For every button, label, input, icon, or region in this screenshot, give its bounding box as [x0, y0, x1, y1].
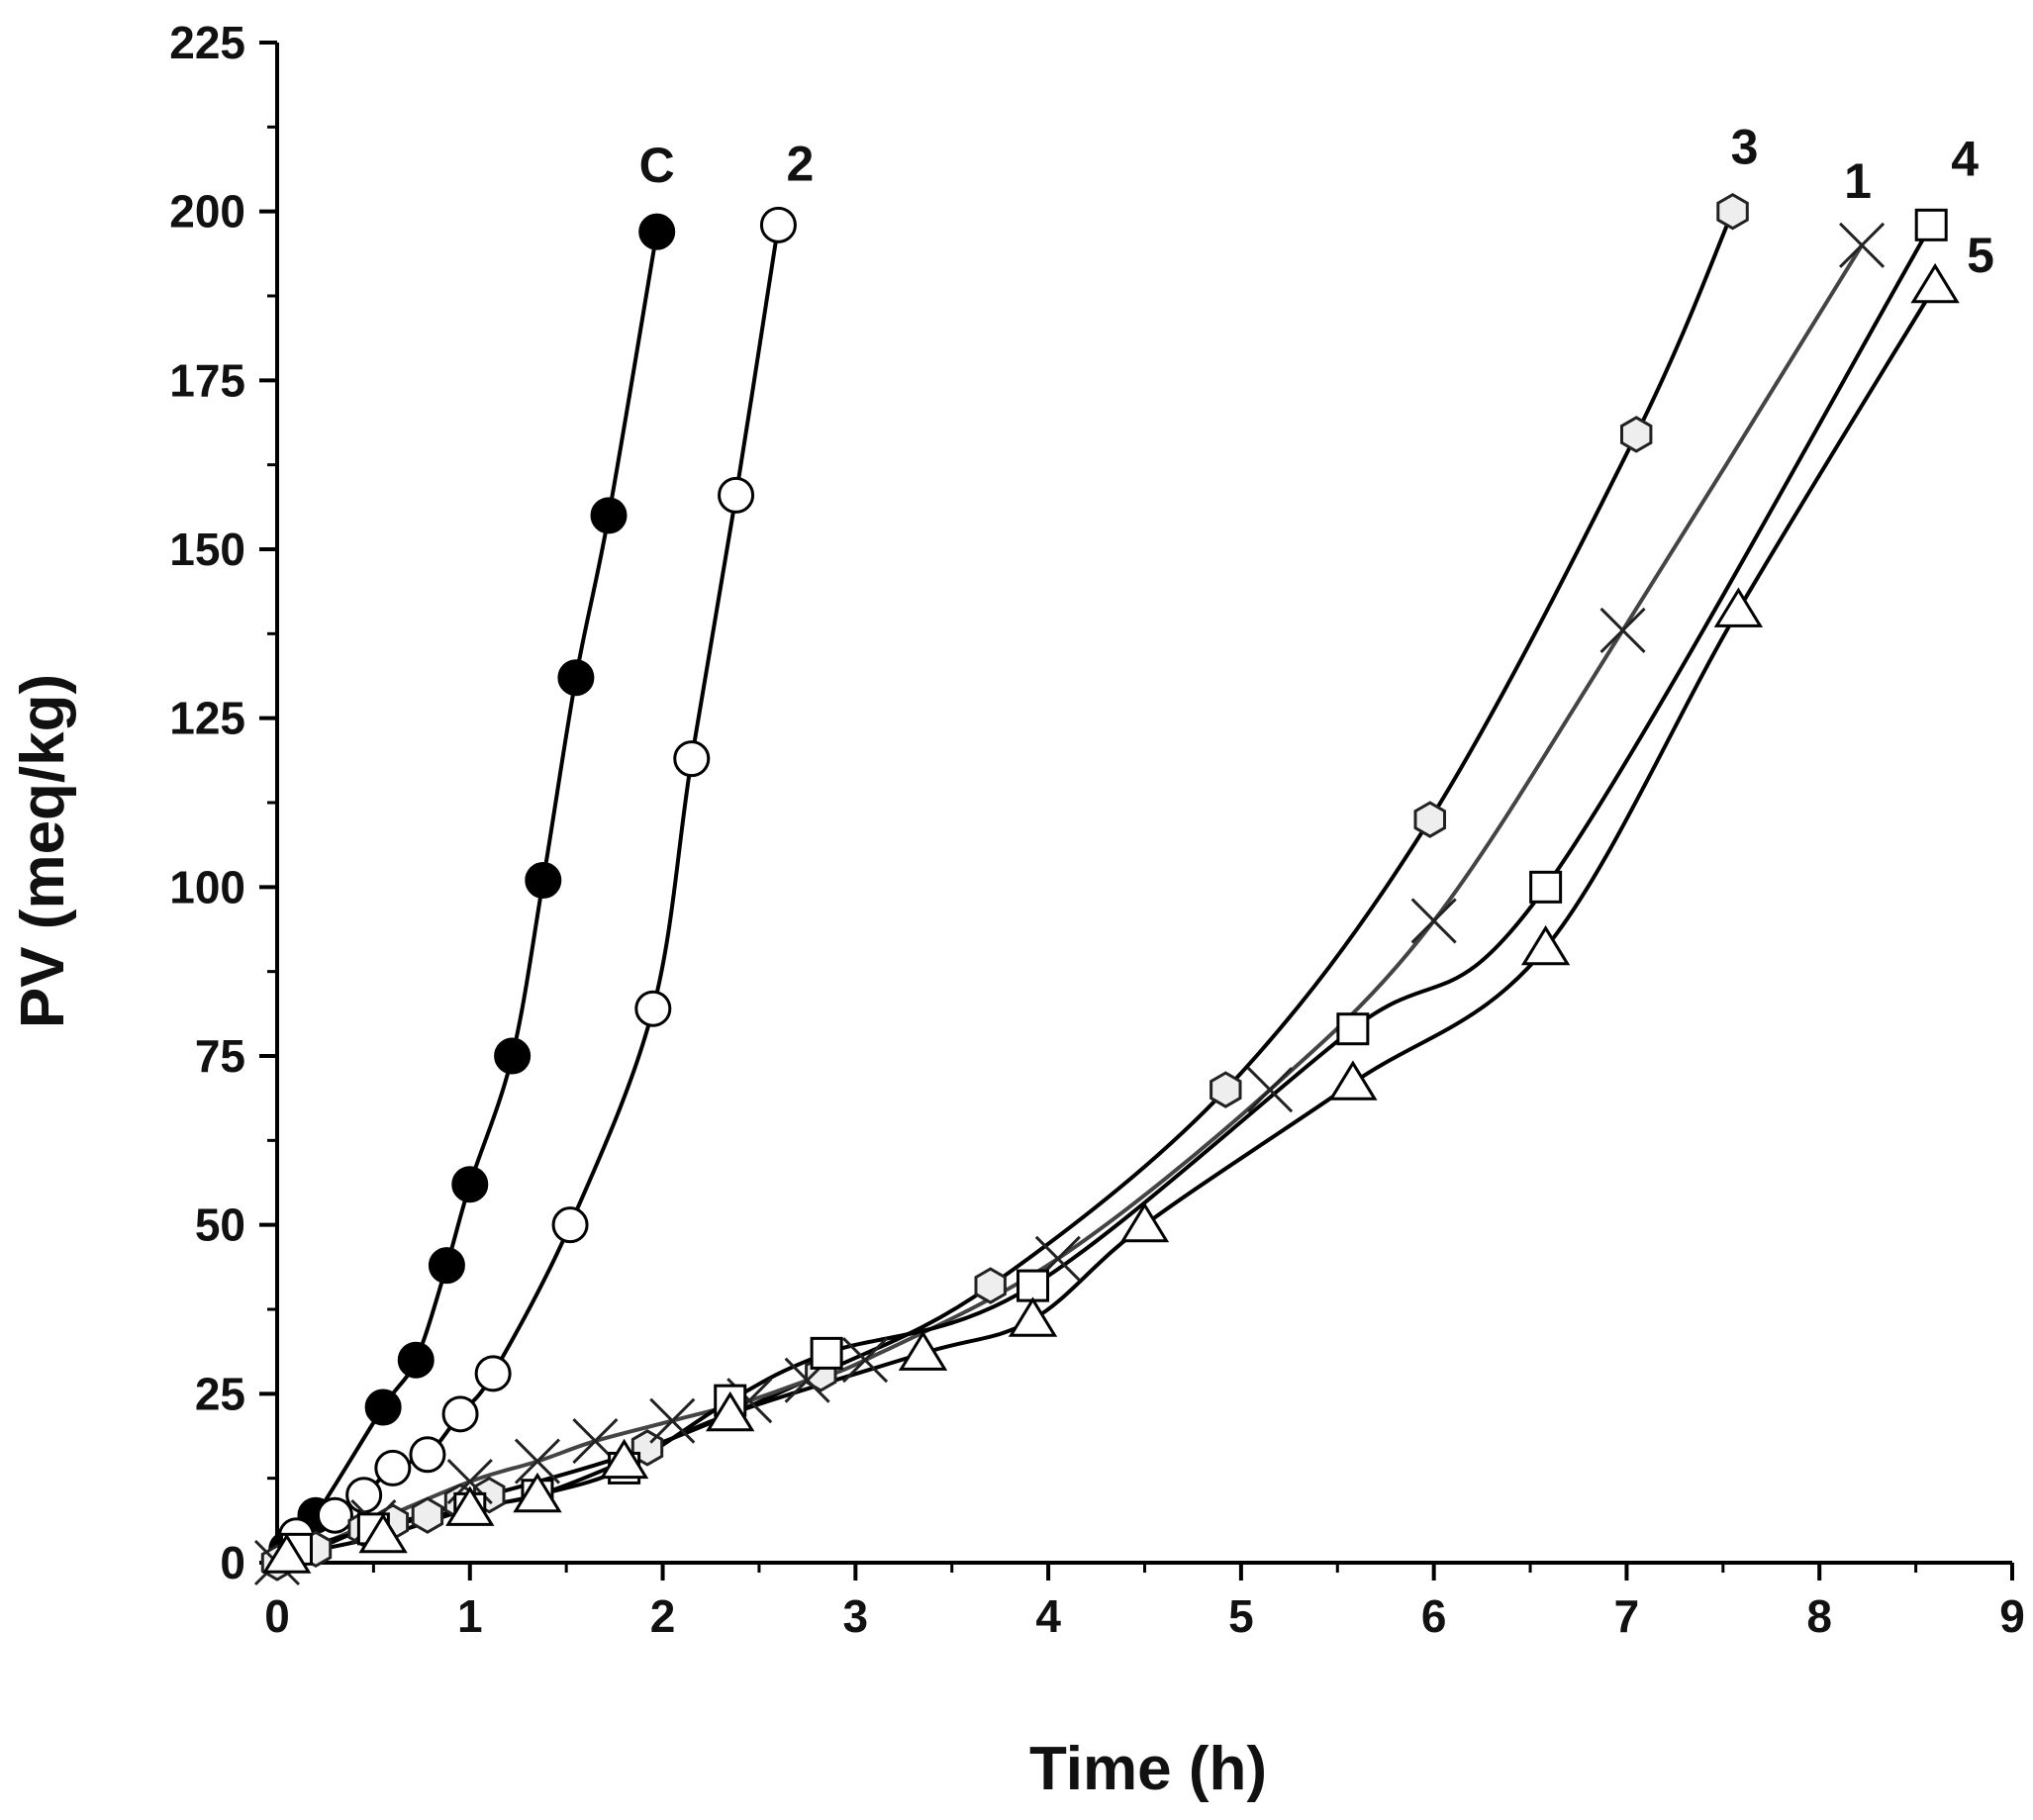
ticks	[259, 41, 2014, 1581]
x-axis-title: Time (h)	[1029, 1735, 1267, 1803]
marker-1-stroke	[842, 1337, 889, 1384]
marker-3	[974, 1267, 1007, 1304]
marker-1	[649, 1397, 696, 1444]
marker-1	[1247, 1067, 1294, 1113]
marker-1	[842, 1337, 889, 1384]
marker-4	[1016, 1269, 1050, 1302]
y-axis-title: PV (meq/kg)	[9, 674, 77, 1028]
series-label-5: 5	[1967, 228, 1994, 283]
marker-2	[673, 740, 711, 778]
marker-5	[1328, 1060, 1378, 1101]
marker-2	[374, 1449, 412, 1486]
x-tick-label: 2	[650, 1590, 676, 1642]
series-label-3: 3	[1731, 120, 1759, 175]
x-tick-label: 7	[1614, 1590, 1640, 1642]
x-tick-label: 9	[1999, 1590, 2025, 1642]
x-tick-label: 4	[1035, 1590, 1061, 1642]
series-line-1	[276, 243, 1864, 1565]
marker-5	[445, 1485, 495, 1526]
marker-2	[441, 1395, 479, 1433]
marker-1-stroke	[572, 1418, 619, 1465]
y-tick-label: 175	[169, 354, 245, 406]
marker-4	[1529, 870, 1563, 904]
x-tick-label: 0	[264, 1590, 290, 1642]
marker-5	[1520, 924, 1571, 966]
series-label-1: 1	[1844, 153, 1872, 209]
marker-5	[1713, 587, 1764, 627]
marker-2	[316, 1496, 353, 1534]
series-line-C	[285, 231, 659, 1551]
marker-C	[494, 1037, 532, 1075]
marker-3	[411, 1496, 444, 1534]
marker-1	[514, 1438, 561, 1485]
y-tick-label: 25	[195, 1368, 245, 1419]
y-tick-label: 75	[195, 1030, 245, 1082]
marker-C	[451, 1166, 489, 1203]
marker-1-stroke	[1599, 607, 1646, 653]
marker-2	[759, 206, 797, 243]
marker-C	[557, 659, 595, 697]
x-tick-label: 5	[1228, 1590, 1254, 1642]
marker-C	[397, 1341, 435, 1379]
marker-4	[1914, 208, 1948, 241]
marker-C	[638, 213, 676, 250]
marker-1-stroke	[649, 1397, 696, 1444]
axes	[275, 43, 2012, 1565]
marker-2	[474, 1355, 512, 1392]
marker-2	[409, 1436, 446, 1474]
series-label-2: 2	[787, 136, 815, 191]
marker-3	[1716, 192, 1749, 231]
marker-5	[262, 1533, 312, 1574]
series-label-C: C	[639, 138, 675, 193]
marker-1-stroke	[1247, 1067, 1294, 1113]
marker-5	[706, 1390, 755, 1432]
marker-1	[1599, 607, 1646, 653]
x-tick-label: 3	[843, 1590, 869, 1642]
marker-3	[1620, 416, 1653, 453]
series-label-4: 4	[1951, 131, 1979, 186]
marker-5	[898, 1330, 948, 1371]
marker-1-stroke	[1839, 222, 1886, 268]
marker-1	[1410, 898, 1457, 944]
x-tick-label: 6	[1421, 1590, 1447, 1642]
y-tick-label: 150	[169, 524, 245, 575]
y-tick-label: 0	[220, 1537, 245, 1588]
series-lines	[276, 210, 1937, 1565]
marker-4	[810, 1336, 843, 1370]
marker-5	[358, 1512, 408, 1554]
marker-4	[1336, 1012, 1370, 1046]
series-labels: C 2 3 1 4 5	[639, 120, 1994, 283]
marker-C	[590, 497, 628, 534]
marker-3	[1210, 1071, 1242, 1108]
y-tick-label: 50	[195, 1199, 245, 1251]
x-tick-label: 1	[457, 1590, 483, 1642]
marker-5	[1008, 1296, 1058, 1337]
marker-C	[525, 862, 562, 900]
markers	[253, 192, 1960, 1586]
marker-2	[718, 476, 755, 514]
marker-5	[1910, 262, 1960, 304]
marker-C	[364, 1389, 402, 1426]
marker-C	[428, 1247, 465, 1285]
marker-1-stroke	[514, 1438, 561, 1485]
marker-5	[1119, 1201, 1170, 1243]
x-tick-label: 8	[1806, 1590, 1832, 1642]
y-tick-label: 225	[169, 17, 245, 68]
marker-5	[513, 1472, 562, 1513]
marker-1-stroke	[1410, 898, 1457, 944]
marker-3	[1413, 801, 1446, 838]
marker-2	[551, 1206, 589, 1244]
marker-2	[345, 1477, 383, 1514]
marker-2	[634, 990, 672, 1027]
series-line-5	[286, 284, 1937, 1559]
y-tick-label: 200	[169, 186, 245, 238]
marker-1	[1839, 222, 1886, 268]
marker-5	[599, 1438, 649, 1480]
y-tick-label: 125	[169, 693, 245, 744]
y-tick-label: 100	[169, 861, 245, 912]
